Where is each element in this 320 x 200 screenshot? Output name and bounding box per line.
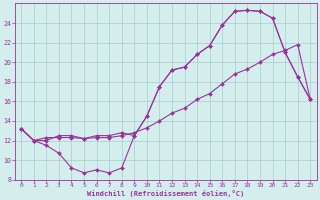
- X-axis label: Windchill (Refroidissement éolien,°C): Windchill (Refroidissement éolien,°C): [87, 190, 244, 197]
